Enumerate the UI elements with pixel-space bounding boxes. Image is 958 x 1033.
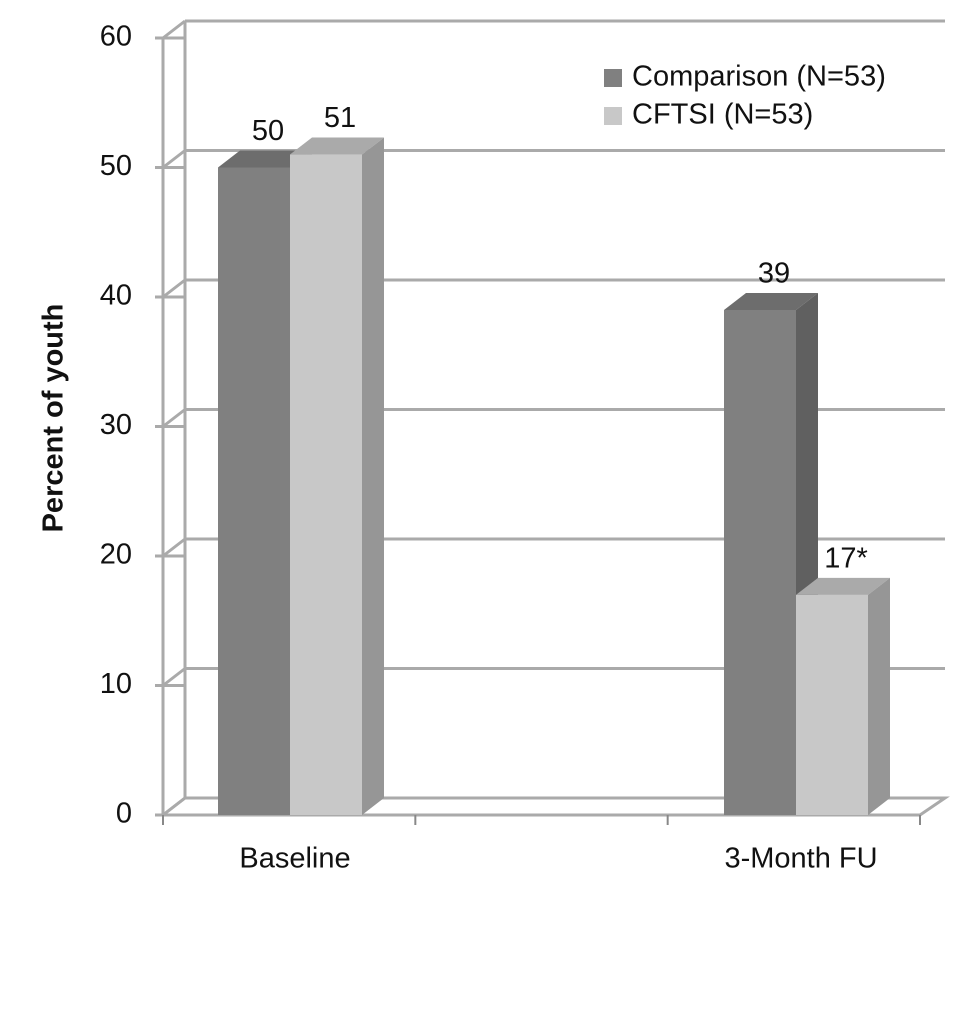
y-tick-label: 0 bbox=[116, 798, 132, 830]
wall-tick bbox=[162, 408, 186, 428]
wall-tick bbox=[162, 796, 186, 817]
y-tick-label: 30 bbox=[100, 409, 132, 441]
legend-label: Comparison (N=53) bbox=[632, 61, 886, 93]
x-tick-label: Baseline bbox=[239, 843, 350, 875]
data-label: 39 bbox=[758, 258, 790, 290]
bar-side bbox=[868, 577, 890, 815]
y-tick-label: 60 bbox=[100, 21, 132, 53]
wall-tick bbox=[162, 149, 186, 169]
wall-tick bbox=[162, 278, 186, 299]
bar-top bbox=[796, 577, 890, 595]
bar-front bbox=[724, 309, 796, 815]
data-label: 51 bbox=[324, 102, 356, 134]
wall-tick bbox=[162, 19, 186, 40]
bar-front bbox=[218, 167, 290, 815]
bar-top bbox=[218, 150, 312, 168]
bar-top bbox=[724, 292, 818, 310]
legend-label: CFTSI (N=53) bbox=[632, 99, 813, 131]
legend-swatch bbox=[604, 69, 622, 87]
bar-side bbox=[362, 137, 384, 816]
y-tick-label: 40 bbox=[100, 280, 132, 312]
y-tick-label: 50 bbox=[100, 150, 132, 182]
x-tick-label: 3-Month FU bbox=[724, 843, 877, 875]
y-tick-label: 20 bbox=[100, 539, 132, 571]
legend-swatch bbox=[604, 107, 622, 125]
wall-tick bbox=[162, 667, 186, 687]
data-label: 50 bbox=[252, 115, 284, 147]
wall-tick bbox=[162, 537, 186, 558]
bar-top bbox=[290, 137, 384, 155]
y-axis-label: Percent of youth bbox=[38, 304, 70, 533]
data-label: 17* bbox=[824, 543, 868, 575]
bar-front bbox=[290, 154, 362, 816]
bar-front bbox=[796, 594, 868, 815]
y-tick-label: 10 bbox=[100, 668, 132, 700]
